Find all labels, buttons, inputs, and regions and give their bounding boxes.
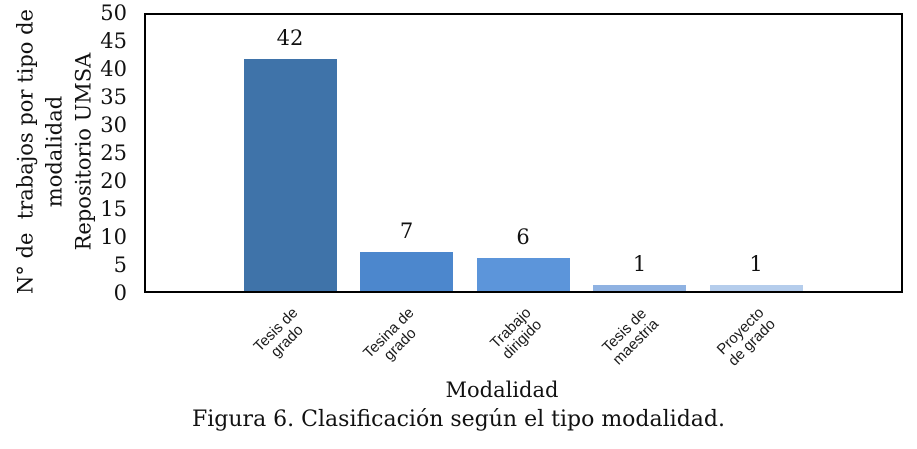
bar-2 <box>360 252 453 291</box>
bar-value-label-2: 7 <box>399 219 414 244</box>
bar-1 <box>243 59 337 291</box>
bar-value-label-3: 6 <box>516 224 530 249</box>
bar-value-label-1: 42 <box>276 26 304 51</box>
x-tick-label-1: Tesis de grado <box>250 304 307 361</box>
y-tick-label-45: 45 <box>100 29 127 53</box>
y-tick-label-15: 15 <box>100 197 127 221</box>
y-tick-label-5: 5 <box>113 253 127 277</box>
x-tick-label-4: Tesis de maestria <box>598 305 663 369</box>
y-tick-label-0: 0 <box>113 281 127 305</box>
y-tick-label-40: 40 <box>100 57 127 81</box>
y-tick-label-30: 30 <box>100 113 127 137</box>
y-tick-label-35: 35 <box>100 85 127 109</box>
y-tick-label-20: 20 <box>100 169 127 193</box>
bar-value-label-5: 1 <box>749 252 763 277</box>
bar-5 <box>709 285 803 291</box>
y-tick-label-25: 25 <box>100 141 127 165</box>
y-tick-label-10: 10 <box>100 225 127 249</box>
bar-value-label-4: 1 <box>632 252 647 277</box>
bar-3 <box>476 257 570 291</box>
bar-4 <box>593 285 686 291</box>
x-tick-label-5: Proyecto de grado <box>713 304 779 370</box>
y-tick-label-50: 50 <box>100 1 127 25</box>
x-tick-label-2: Tesina de grado <box>360 304 420 364</box>
x-axis-title: Modalidad <box>445 378 559 402</box>
plot-area: 42 7 6 1 1 <box>144 13 903 293</box>
figure-caption: Figura 6. Clasificación según el tipo mo… <box>192 407 725 432</box>
bars-layer: 42 7 6 1 1 <box>146 15 901 291</box>
x-tick-label-3: Trabajo dirigido <box>486 304 545 363</box>
